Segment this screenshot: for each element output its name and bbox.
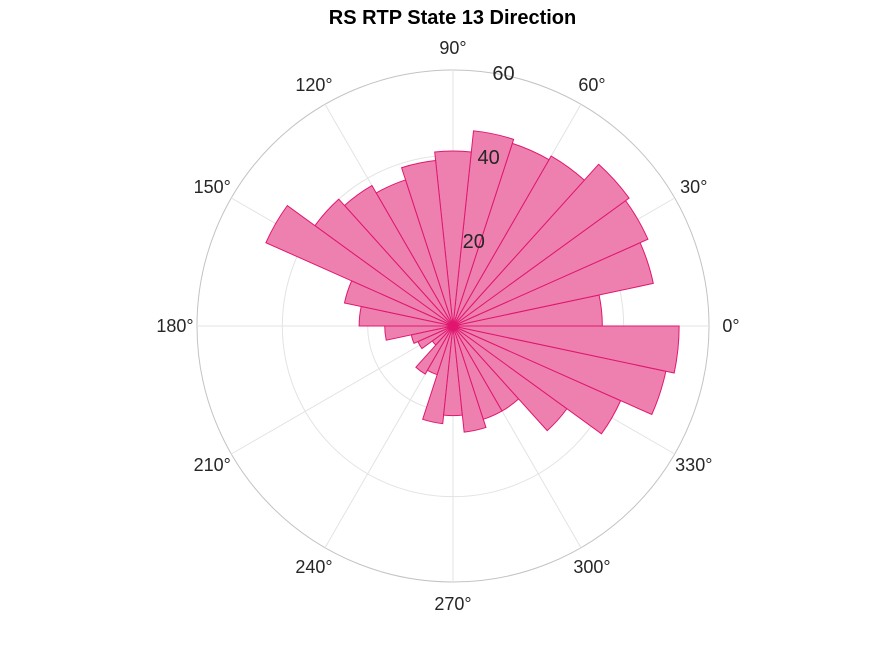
theta-tick-label: 0° bbox=[722, 316, 739, 336]
r-tick-label: 40 bbox=[477, 147, 499, 169]
histogram-bar bbox=[452, 130, 515, 327]
theta-tick-label: 330° bbox=[675, 455, 712, 475]
theta-tick-label: 120° bbox=[295, 75, 332, 95]
histogram-bar bbox=[415, 325, 454, 375]
histogram-bar bbox=[400, 159, 454, 327]
r-tick-label: 60 bbox=[492, 63, 514, 85]
theta-tick-label: 30° bbox=[680, 177, 707, 197]
histogram-bar bbox=[417, 325, 454, 350]
grid-spoke bbox=[231, 325, 454, 455]
theta-tick-label: 180° bbox=[156, 316, 193, 336]
histogram-bar bbox=[452, 325, 680, 374]
histogram-bar bbox=[343, 280, 454, 327]
histogram-bar bbox=[434, 150, 472, 327]
r-tick-label: 20 bbox=[463, 231, 485, 253]
theta-tick-label: 300° bbox=[573, 557, 610, 577]
theta-tick-label: 90° bbox=[439, 38, 466, 58]
theta-tick-label: 150° bbox=[194, 177, 231, 197]
histogram-bar bbox=[452, 163, 630, 327]
histogram-bar bbox=[452, 155, 586, 327]
histogram-bars bbox=[265, 130, 680, 435]
histogram-bar bbox=[265, 204, 454, 327]
histogram-bar bbox=[358, 305, 454, 327]
theta-tick-label: 60° bbox=[578, 75, 605, 95]
theta-tick-label: 210° bbox=[194, 455, 231, 475]
theta-tick-label: 240° bbox=[295, 557, 332, 577]
axis-labels: 0° 30° 60° 90° 120° 150° 180° 210° 240° 270° 300° 3… bbox=[156, 38, 739, 614]
histogram-bar bbox=[422, 325, 454, 425]
theta-tick-label: 270° bbox=[434, 594, 471, 614]
chart-title: RS RTP State 13 Direction bbox=[328, 7, 577, 29]
